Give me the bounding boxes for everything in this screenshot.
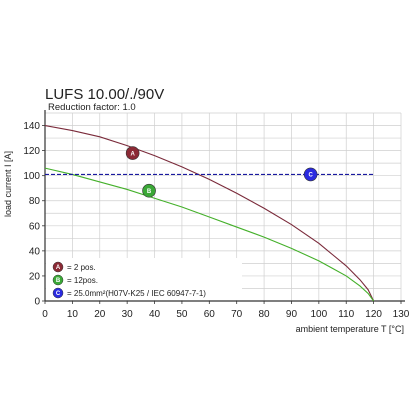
chart-title: LUFS 10.00/./90V [45,86,164,103]
series-marker-1 [125,146,140,160]
series-marker-3 [303,167,318,182]
series-marker-2 [142,183,156,198]
y-tick-label: 100 [23,171,40,182]
legend: A = 2 pos. B = 12pos. C = 25.0mm²(H07V-K25 / … [52,261,206,299]
x-tick-label: 120 [365,309,382,320]
y-tick-label: 120 [23,146,40,157]
series-line-2 [44,167,375,302]
y-tick-label: 60 [29,221,41,232]
x-tick-label: 40 [149,309,161,320]
x-tick-label: 80 [259,309,271,320]
x-tick-label: 50 [176,309,188,320]
x-tick-label: 130 [393,309,410,320]
series-line-1 [44,124,375,302]
x-tick-label: 0 [42,309,48,320]
x-tick-label: 110 [338,309,354,320]
x-axis-label: ambient temperature T [°C] [296,324,404,334]
x-tick-label: 20 [94,309,106,320]
y-tick-label: 80 [29,196,41,207]
legend-marker-label-1: A [56,265,61,271]
legend-box [46,258,242,300]
series-lines [44,124,375,302]
legend-marker-label-3: C [56,291,61,297]
legend-background [46,258,242,300]
chart-subtitle: Reduction factor: 1.0 [48,102,136,113]
series-marker-label-3: C [308,173,313,179]
x-tick-label: 60 [204,309,216,320]
legend-entry-2: = 12pos. [67,276,98,285]
legend-marker-1 [52,261,64,273]
legend-marker-label-2: B [56,278,61,284]
legend-entry-1: = 2 pos. [67,263,96,272]
x-tick-label: 100 [311,309,328,320]
legend-marker-2 [52,274,64,286]
tick-labels: 0 10 20 30 40 50 60 70 80 90 100 110 120 130 0 20 40 60 80… [23,121,409,320]
series-marker-label-1: A [130,151,135,157]
series-marker-label-2: B [147,189,152,195]
legend-marker-3 [52,287,64,299]
y-tick-label: 40 [29,246,41,257]
y-tick-label: 0 [34,297,40,308]
y-axis-label: load current I [A] [3,151,13,217]
series-markers: A B C [125,146,318,198]
y-tick-label: 140 [23,121,40,132]
y-tick-label: 20 [29,271,41,282]
x-tick-label: 70 [231,309,243,320]
legend-entry-3: = 25.0mm²(H07V-K25 / IEC 60947-7-1) [67,289,206,298]
axes [42,110,405,304]
x-tick-label: 10 [67,309,79,320]
x-tick-label: 90 [286,309,298,320]
x-tick-label: 30 [122,309,134,320]
